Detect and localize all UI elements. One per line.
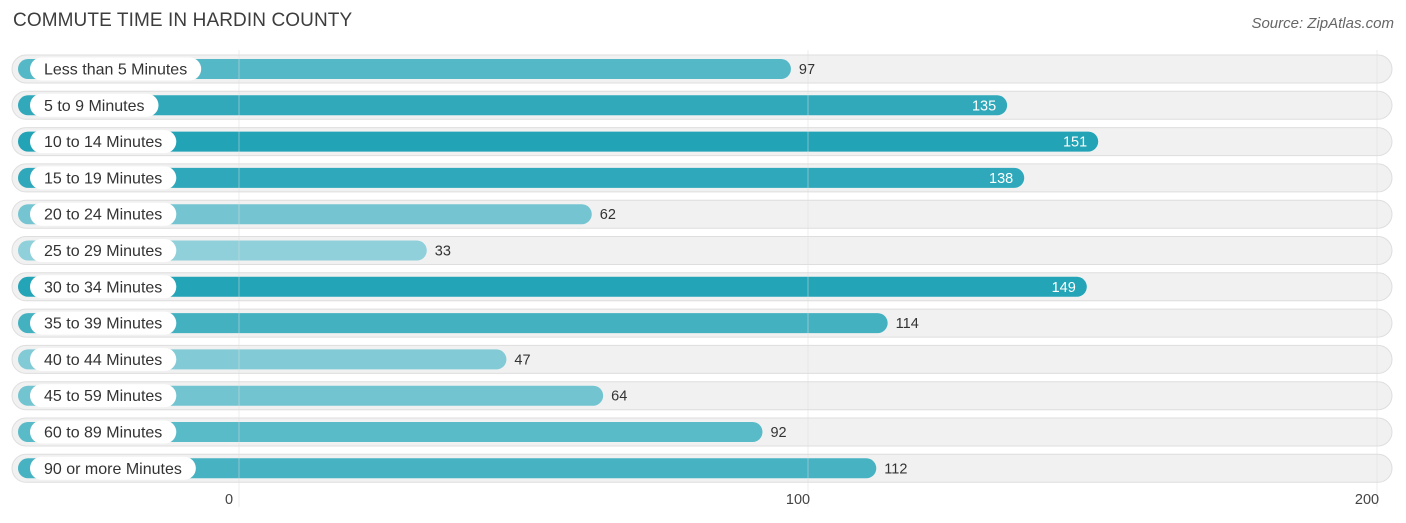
bar-row: 5 to 9 Minutes 135 xyxy=(11,90,1393,120)
bar-row: 90 or more Minutes 112 xyxy=(11,453,1393,483)
bar[interactable] xyxy=(18,167,1025,188)
bar[interactable] xyxy=(18,59,791,79)
category-label-pill xyxy=(30,311,177,335)
value-label: 64 xyxy=(611,389,627,405)
category-label-pill xyxy=(30,130,177,154)
category-label: 40 to 44 Minutes xyxy=(44,352,162,369)
bar[interactable] xyxy=(18,458,877,479)
value-label: 112 xyxy=(884,461,907,477)
bar-row: 25 to 29 Minutes 33 xyxy=(11,236,1393,265)
value-label: 114 xyxy=(896,316,919,332)
bar[interactable] xyxy=(18,313,888,334)
x-tick-label: 0 xyxy=(225,492,233,508)
bar-row: 15 to 19 Minutes 138 xyxy=(11,163,1393,193)
value-label: 33 xyxy=(435,244,451,260)
category-label-pill xyxy=(30,384,177,408)
category-label-pill xyxy=(30,166,177,190)
bar-row: 60 to 89 Minutes 92 xyxy=(11,417,1393,447)
bar-row: 10 to 14 Minutes 151 xyxy=(11,127,1393,157)
bar[interactable] xyxy=(18,95,1008,116)
category-label: 90 or more Minutes xyxy=(44,461,182,478)
value-label: 151 xyxy=(1063,135,1087,151)
category-label: 35 to 39 Minutes xyxy=(44,316,162,333)
bar-row: Less than 5 Minutes 97 xyxy=(11,54,1393,84)
category-label-pill xyxy=(30,202,177,226)
x-tick-label: 200 xyxy=(1355,492,1379,508)
bar-row: 35 to 39 Minutes 114 xyxy=(11,308,1393,338)
category-label: 30 to 34 Minutes xyxy=(44,279,162,296)
value-label: 97 xyxy=(799,62,815,78)
category-label: 10 to 14 Minutes xyxy=(44,134,162,151)
category-label: Less than 5 Minutes xyxy=(44,62,187,79)
value-label: 135 xyxy=(972,98,996,114)
bar-row: 30 to 34 Minutes 149 xyxy=(11,272,1393,302)
category-label: 20 to 24 Minutes xyxy=(44,207,162,224)
value-label: 149 xyxy=(1052,280,1076,296)
bar-row: 40 to 44 Minutes 47 xyxy=(11,344,1393,374)
category-label-pill xyxy=(30,57,202,81)
chart-source: Source: ZipAtlas.com xyxy=(1251,15,1394,32)
bar[interactable] xyxy=(18,422,763,442)
bar-row: 45 to 59 Minutes 64 xyxy=(11,381,1393,411)
category-label-pill xyxy=(30,239,177,262)
category-label-pill xyxy=(30,456,196,480)
category-label-pill xyxy=(30,275,177,299)
value-label: 92 xyxy=(770,425,786,441)
value-label: 47 xyxy=(514,352,530,368)
category-label: 60 to 89 Minutes xyxy=(44,425,162,442)
chart-title: COMMUTE TIME IN HARDIN COUNTY xyxy=(13,10,353,31)
category-label: 15 to 19 Minutes xyxy=(44,170,162,187)
bar-row: 20 to 24 Minutes 62 xyxy=(11,199,1393,229)
category-label-pill xyxy=(30,93,159,117)
value-label: 62 xyxy=(600,207,616,223)
category-label-pill xyxy=(30,347,177,371)
category-label: 5 to 9 Minutes xyxy=(44,98,145,115)
bar[interactable] xyxy=(18,131,1099,152)
value-label: 138 xyxy=(989,171,1013,187)
category-label: 45 to 59 Minutes xyxy=(44,388,162,405)
x-tick-label: 100 xyxy=(786,492,810,508)
category-label-pill xyxy=(30,420,177,444)
bar[interactable] xyxy=(18,276,1087,297)
category-label: 25 to 29 Minutes xyxy=(44,243,162,260)
